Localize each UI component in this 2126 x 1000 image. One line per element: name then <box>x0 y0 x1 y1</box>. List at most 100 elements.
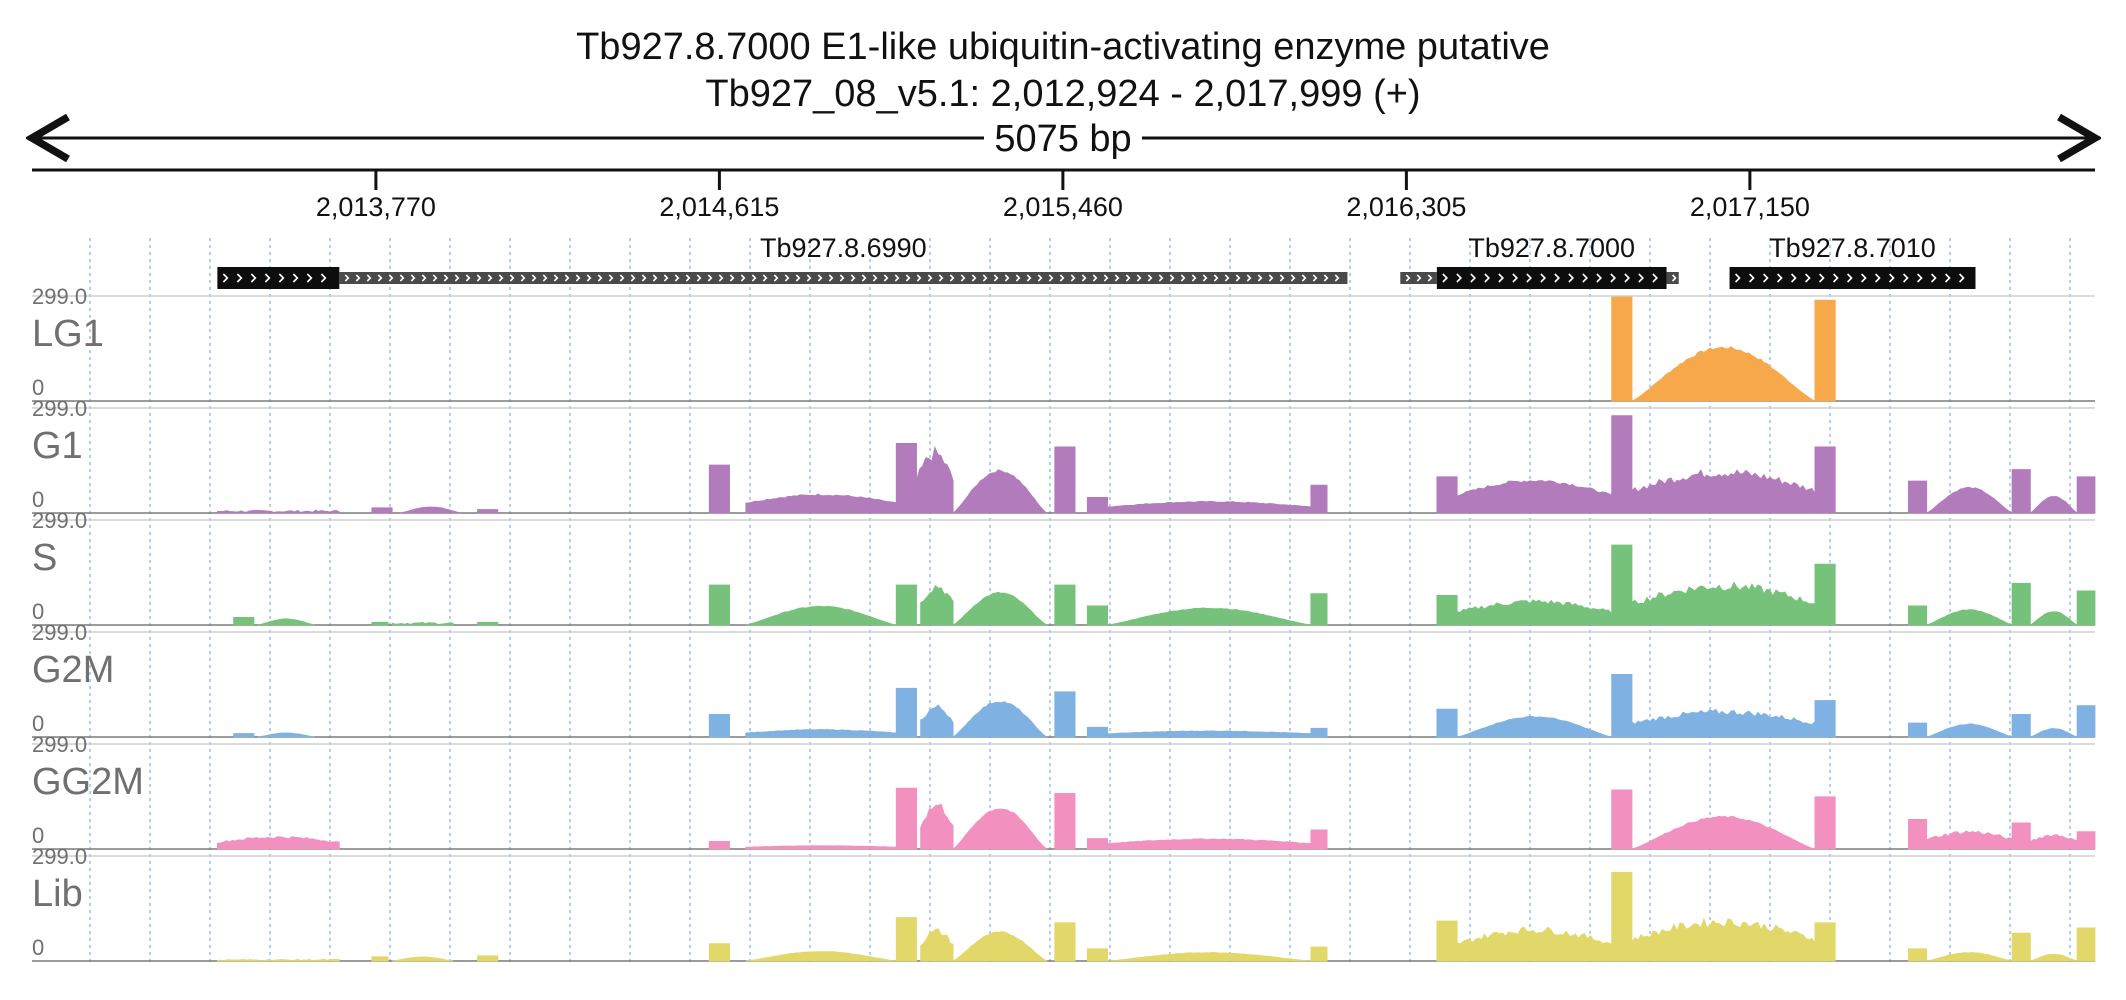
coverage-area-gg2m-9 <box>1310 829 1328 850</box>
strand-chevron <box>1147 274 1153 282</box>
strand-chevron <box>1202 274 1208 282</box>
coverage-area-g2m-3 <box>745 728 897 738</box>
coverage-area-s-9 <box>951 591 1048 626</box>
coverage-area-gg2m-13 <box>1908 819 1928 850</box>
strand-chevron <box>320 273 327 283</box>
strand-chevron <box>839 274 845 282</box>
coverage-area-g2m-20 <box>2076 705 2096 738</box>
coverage-area-gg2m-2 <box>745 845 897 850</box>
coverage-area-g2m-16 <box>1908 722 1928 738</box>
coverage-area-g2m-12 <box>1457 715 1612 738</box>
span-arrow: 5075 bp <box>32 118 2095 160</box>
coverage-area-lib-17 <box>1814 922 1836 962</box>
track-g1: 299.0 G1 0 <box>32 396 2096 514</box>
strand-chevron <box>399 274 405 282</box>
coverage-area-gg2m-16 <box>2029 834 2078 850</box>
strand-chevron <box>872 274 878 282</box>
strand-chevron <box>729 274 735 282</box>
coverage-area-s-18 <box>1814 563 1836 626</box>
strand-chevron <box>1442 273 1449 283</box>
coverage-area-g1-6 <box>895 443 917 514</box>
coverage-area-s-21 <box>2011 582 2031 626</box>
strand-chevron <box>1610 273 1617 283</box>
track-lib: 299.0 Lib 0 <box>32 844 2096 962</box>
strand-chevron <box>641 274 647 282</box>
coverage-area-g1-0 <box>216 509 340 514</box>
coverage-area-s-5 <box>708 584 730 626</box>
strand-chevron <box>1790 273 1797 283</box>
coverage-area-g1-18 <box>1908 480 1928 514</box>
y-min-label: 0 <box>32 487 44 512</box>
strand-chevron <box>1916 273 1923 283</box>
coverage-area-gg2m-10 <box>1611 789 1633 850</box>
coverage-area-g1-15 <box>1611 415 1633 514</box>
strand-chevron <box>751 274 757 282</box>
strand-chevron <box>1070 274 1076 282</box>
strand-chevron <box>1048 274 1054 282</box>
strand-chevron <box>1235 274 1241 282</box>
coverage-area-lg1-1 <box>1631 346 1816 402</box>
coverage-area-lib-10 <box>1086 948 1109 962</box>
strand-chevron <box>1930 273 1937 283</box>
strand-chevron <box>1804 273 1811 283</box>
strand-chevron <box>1092 274 1098 282</box>
strand-chevron <box>476 274 482 282</box>
strand-chevron <box>410 274 416 282</box>
strand-chevron <box>1169 274 1175 282</box>
strand-chevron <box>718 274 724 282</box>
y-max-label: 299.0 <box>32 620 87 645</box>
strand-chevron <box>894 274 900 282</box>
strand-chevron <box>1246 274 1252 282</box>
strand-chevron <box>1944 273 1951 283</box>
strand-chevron <box>1568 273 1575 283</box>
coverage-area-gg2m-8 <box>1107 838 1312 850</box>
gene-feature-tb927-8-7000 <box>1400 272 1437 284</box>
coverage-area-lib-13 <box>1436 920 1458 962</box>
gene-annotation-track: Tb927.8.6990 Tb927.8.7000 Tb927.8.7010 <box>217 233 1976 289</box>
coverage-area-lib-3 <box>477 955 499 962</box>
strand-chevron <box>498 274 504 282</box>
strand-chevron <box>1652 273 1659 283</box>
coverage-area-s-11 <box>1086 605 1109 626</box>
strand-chevron <box>1456 273 1463 283</box>
strand-chevron <box>465 274 471 282</box>
coverage-area-g2m-5 <box>920 704 954 738</box>
coverage-area-lib-16 <box>1631 917 1816 962</box>
coverage-area-s-0 <box>233 616 255 626</box>
figure-title-line2: Tb927_08_v5.1: 2,012,924 - 2,017,999 (+) <box>705 73 1420 115</box>
strand-chevron <box>993 274 999 282</box>
strand-chevron <box>1734 273 1741 283</box>
strand-chevron <box>487 274 493 282</box>
strand-chevron <box>553 274 559 282</box>
coverage-area-g2m-7 <box>1054 691 1076 738</box>
strand-chevron <box>1526 273 1533 283</box>
strand-chevron <box>1818 273 1825 283</box>
coverage-area-lib-2 <box>392 956 454 962</box>
coverage-area-g1-14 <box>1456 480 1613 514</box>
strand-chevron <box>619 274 625 282</box>
y-min-label: 0 <box>32 599 44 624</box>
strand-chevron <box>542 274 548 282</box>
coverage-area-g2m-18 <box>2011 713 2031 738</box>
y-max-label: 299.0 <box>32 284 87 309</box>
strand-chevron <box>306 273 313 283</box>
coverage-area-g1-2 <box>400 506 462 514</box>
strand-chevron <box>1301 274 1307 282</box>
strand-chevron <box>960 274 966 282</box>
track-s: 299.0 S 0 <box>32 508 2096 626</box>
coverage-area-g2m-11 <box>1436 708 1458 738</box>
coverage-area-gg2m-17 <box>2076 831 2096 850</box>
strand-chevron <box>344 274 350 282</box>
coverage-area-s-6 <box>745 605 897 626</box>
gene-feature-tb927-8-7000 <box>1436 267 1667 289</box>
coverage-area-g2m-4 <box>895 687 917 738</box>
strand-chevron <box>1059 274 1065 282</box>
coverage-area-lib-8 <box>951 931 1049 962</box>
strand-chevron <box>707 274 713 282</box>
strand-chevron <box>509 274 515 282</box>
coverage-area-gg2m-0 <box>216 836 340 850</box>
strand-chevron <box>608 274 614 282</box>
track-g2m: 299.0 G2M 0 <box>32 620 2096 738</box>
coverage-area-lib-11 <box>1107 951 1311 962</box>
